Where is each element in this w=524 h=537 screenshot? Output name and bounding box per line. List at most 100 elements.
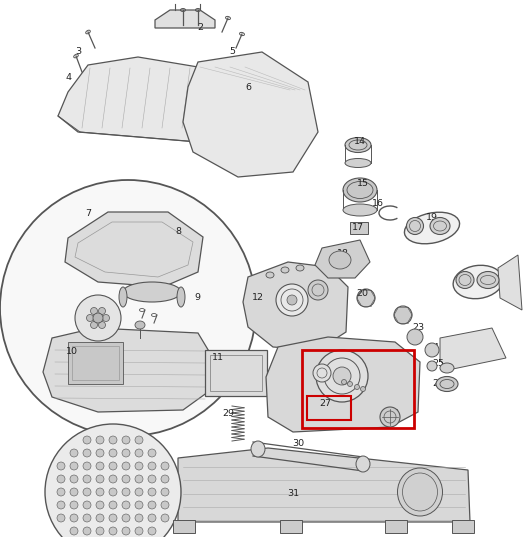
- Ellipse shape: [96, 501, 104, 509]
- Ellipse shape: [329, 251, 351, 269]
- Ellipse shape: [281, 267, 289, 273]
- Text: 31: 31: [287, 489, 299, 497]
- Ellipse shape: [96, 527, 104, 535]
- Ellipse shape: [96, 436, 104, 444]
- Ellipse shape: [135, 449, 143, 457]
- Ellipse shape: [135, 488, 143, 496]
- Ellipse shape: [109, 527, 117, 535]
- Ellipse shape: [345, 137, 371, 153]
- Circle shape: [75, 295, 121, 341]
- Ellipse shape: [109, 436, 117, 444]
- Circle shape: [287, 295, 297, 305]
- Circle shape: [313, 364, 331, 382]
- Circle shape: [316, 350, 368, 402]
- Ellipse shape: [122, 501, 130, 509]
- Ellipse shape: [251, 441, 265, 457]
- Text: 24: 24: [427, 344, 439, 352]
- Bar: [72, 346, 119, 380]
- Text: 9: 9: [194, 294, 200, 302]
- Text: 22: 22: [397, 308, 409, 317]
- Ellipse shape: [70, 475, 78, 483]
- Circle shape: [342, 380, 346, 384]
- Ellipse shape: [57, 501, 65, 509]
- Circle shape: [91, 308, 97, 315]
- Ellipse shape: [135, 514, 143, 522]
- Ellipse shape: [135, 462, 143, 470]
- Bar: [173, 520, 195, 533]
- Bar: [68, 342, 123, 384]
- Ellipse shape: [343, 204, 377, 216]
- Ellipse shape: [70, 488, 78, 496]
- Ellipse shape: [96, 462, 104, 470]
- Text: 2: 2: [197, 24, 203, 33]
- Ellipse shape: [436, 376, 458, 391]
- Ellipse shape: [456, 272, 474, 288]
- Text: 11: 11: [212, 353, 224, 362]
- Ellipse shape: [345, 158, 371, 168]
- Ellipse shape: [148, 514, 156, 522]
- Ellipse shape: [70, 527, 78, 535]
- Ellipse shape: [177, 287, 185, 307]
- Ellipse shape: [83, 462, 91, 470]
- Bar: [205, 350, 267, 396]
- Text: 21: 21: [482, 273, 494, 282]
- Ellipse shape: [83, 488, 91, 496]
- Circle shape: [103, 315, 110, 322]
- Circle shape: [93, 313, 103, 323]
- Ellipse shape: [343, 178, 377, 202]
- Ellipse shape: [123, 282, 181, 302]
- Circle shape: [0, 180, 256, 436]
- Ellipse shape: [135, 501, 143, 509]
- Circle shape: [425, 343, 439, 357]
- Circle shape: [333, 367, 351, 385]
- Ellipse shape: [109, 501, 117, 509]
- Polygon shape: [440, 328, 506, 370]
- Ellipse shape: [430, 217, 450, 235]
- Ellipse shape: [161, 501, 169, 509]
- Text: 5: 5: [229, 47, 235, 56]
- Ellipse shape: [119, 287, 127, 307]
- Circle shape: [355, 384, 359, 389]
- Ellipse shape: [148, 475, 156, 483]
- Bar: [210, 355, 262, 391]
- Ellipse shape: [57, 475, 65, 483]
- Ellipse shape: [70, 514, 78, 522]
- Ellipse shape: [135, 321, 145, 329]
- Circle shape: [347, 381, 353, 387]
- Ellipse shape: [109, 514, 117, 522]
- Ellipse shape: [122, 475, 130, 483]
- Ellipse shape: [57, 488, 65, 496]
- Text: 16: 16: [372, 199, 384, 207]
- Ellipse shape: [477, 272, 499, 288]
- Ellipse shape: [135, 527, 143, 535]
- Text: 28: 28: [387, 409, 399, 417]
- Circle shape: [357, 289, 375, 307]
- Ellipse shape: [453, 265, 503, 299]
- Circle shape: [99, 322, 105, 329]
- Circle shape: [86, 315, 93, 322]
- Ellipse shape: [148, 501, 156, 509]
- Ellipse shape: [148, 527, 156, 535]
- Ellipse shape: [96, 449, 104, 457]
- Ellipse shape: [83, 527, 91, 535]
- Circle shape: [276, 284, 308, 316]
- Polygon shape: [243, 262, 348, 350]
- Text: 30: 30: [292, 439, 304, 447]
- Text: 19: 19: [426, 214, 438, 222]
- Text: 6: 6: [245, 83, 251, 92]
- Bar: [385, 520, 407, 533]
- Ellipse shape: [407, 217, 423, 235]
- Ellipse shape: [122, 488, 130, 496]
- Bar: [280, 520, 302, 533]
- Ellipse shape: [440, 363, 454, 373]
- Text: 3: 3: [75, 47, 81, 56]
- Ellipse shape: [122, 462, 130, 470]
- Ellipse shape: [83, 475, 91, 483]
- Text: 27: 27: [319, 398, 331, 408]
- Ellipse shape: [70, 462, 78, 470]
- Polygon shape: [155, 10, 215, 28]
- Circle shape: [91, 322, 97, 329]
- Circle shape: [380, 407, 400, 427]
- Polygon shape: [498, 255, 522, 310]
- Ellipse shape: [148, 462, 156, 470]
